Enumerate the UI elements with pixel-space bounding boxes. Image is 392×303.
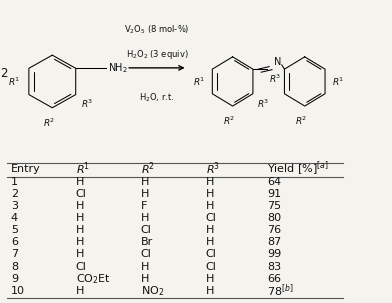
Text: 1: 1 <box>11 177 18 187</box>
Text: H$_2$O$_2$ (3 equiv): H$_2$O$_2$ (3 equiv) <box>125 48 188 61</box>
Text: H: H <box>141 177 149 187</box>
Text: 7: 7 <box>11 249 18 259</box>
Text: R$^1$: R$^1$ <box>76 161 90 178</box>
Text: 76: 76 <box>267 225 281 235</box>
Text: R$^3$: R$^3$ <box>269 72 281 85</box>
Text: 91: 91 <box>267 189 281 199</box>
Text: H: H <box>141 274 149 284</box>
Text: 75: 75 <box>267 201 281 211</box>
Text: 64: 64 <box>267 177 281 187</box>
Text: 2: 2 <box>0 67 7 80</box>
Text: NH$_2$: NH$_2$ <box>108 62 128 75</box>
Text: N: N <box>274 56 282 67</box>
Text: R$^2$: R$^2$ <box>223 115 235 127</box>
Text: H: H <box>76 225 84 235</box>
Text: H: H <box>205 189 214 199</box>
Text: R$^3$: R$^3$ <box>81 98 93 110</box>
Text: R$^2$: R$^2$ <box>295 115 307 127</box>
Text: 87: 87 <box>267 237 281 247</box>
Text: H: H <box>141 261 149 271</box>
Text: H: H <box>76 249 84 259</box>
Text: H: H <box>76 237 84 247</box>
Text: H: H <box>205 286 214 296</box>
Text: R$^2$: R$^2$ <box>43 117 54 129</box>
Text: R$^1$: R$^1$ <box>8 75 20 88</box>
Text: V$_2$O$_5$ (8 mol-%): V$_2$O$_5$ (8 mol-%) <box>124 23 190 36</box>
Text: 80: 80 <box>267 213 281 223</box>
Text: 10: 10 <box>11 286 25 296</box>
Text: Cl: Cl <box>205 261 216 271</box>
Text: H: H <box>205 237 214 247</box>
Text: Cl: Cl <box>76 189 87 199</box>
Text: 78$^{[b]}$: 78$^{[b]}$ <box>267 282 294 299</box>
Text: Cl: Cl <box>141 225 152 235</box>
Text: 83: 83 <box>267 261 281 271</box>
Text: NO$_2$: NO$_2$ <box>141 284 164 298</box>
Text: 5: 5 <box>11 225 18 235</box>
Text: Cl: Cl <box>205 249 216 259</box>
Text: H$_2$O, r.t.: H$_2$O, r.t. <box>139 92 174 104</box>
Text: Cl: Cl <box>76 261 87 271</box>
Text: R$^3$: R$^3$ <box>256 97 269 110</box>
Text: H: H <box>76 177 84 187</box>
Text: Br: Br <box>141 237 153 247</box>
Text: H: H <box>76 213 84 223</box>
Text: H: H <box>141 213 149 223</box>
Text: 4: 4 <box>11 213 18 223</box>
Text: 9: 9 <box>11 274 18 284</box>
Text: Cl: Cl <box>205 213 216 223</box>
Text: H: H <box>205 274 214 284</box>
Text: R$^2$: R$^2$ <box>141 161 154 178</box>
Text: 3: 3 <box>11 201 18 211</box>
Text: CO$_2$Et: CO$_2$Et <box>76 272 111 286</box>
Text: H: H <box>76 286 84 296</box>
Text: 66: 66 <box>267 274 281 284</box>
Text: Cl: Cl <box>141 249 152 259</box>
Text: H: H <box>205 225 214 235</box>
Text: 99: 99 <box>267 249 281 259</box>
Text: Yield [%]$^{[a]}$: Yield [%]$^{[a]}$ <box>267 160 329 178</box>
Text: 8: 8 <box>11 261 18 271</box>
Text: H: H <box>205 201 214 211</box>
Text: R$^1$: R$^1$ <box>193 75 205 88</box>
Text: 2: 2 <box>11 189 18 199</box>
Text: H: H <box>205 177 214 187</box>
Text: H: H <box>141 189 149 199</box>
Text: R$^3$: R$^3$ <box>205 161 220 178</box>
Text: 6: 6 <box>11 237 18 247</box>
Text: F: F <box>141 201 147 211</box>
Text: R$^1$: R$^1$ <box>332 75 344 88</box>
Text: H: H <box>76 201 84 211</box>
Text: Entry: Entry <box>11 164 40 174</box>
